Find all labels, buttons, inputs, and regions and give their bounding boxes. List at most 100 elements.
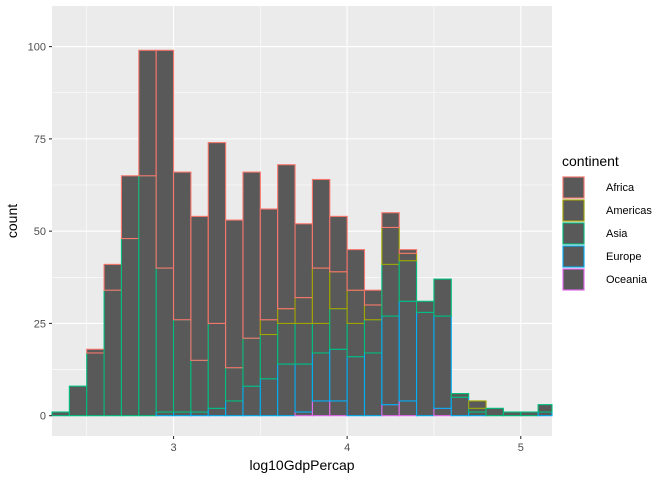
legend-label: Americas	[606, 205, 652, 217]
bar-europe	[398, 300, 418, 402]
bar-asia	[450, 393, 470, 398]
bar-asia	[468, 407, 487, 413]
bar-africa	[155, 49, 175, 269]
bar-asia	[277, 322, 296, 365]
y-tick-label: 0	[40, 411, 46, 423]
bar-asia	[120, 237, 140, 417]
bar-asia	[520, 411, 539, 417]
legend-key-swatch	[562, 199, 585, 222]
bar-oceania	[329, 400, 348, 417]
bar-europe	[259, 378, 279, 417]
bar-europe	[311, 352, 331, 402]
bar-europe	[433, 315, 452, 409]
bar-africa	[190, 215, 209, 361]
y-axis: 0 25 50 75 100	[28, 42, 52, 423]
bar-americas	[398, 252, 418, 262]
legend-item-africa: Africa	[562, 176, 635, 199]
bar-africa	[225, 219, 244, 369]
bar-africa	[103, 263, 122, 291]
legend-label: Asia	[606, 228, 628, 240]
legend-key-swatch	[562, 176, 585, 199]
bar-oceania	[398, 400, 418, 417]
bar-oceania	[381, 404, 400, 417]
bar-americas	[311, 267, 331, 324]
bar-europe	[207, 407, 227, 417]
x-axis: 3 4 5	[170, 436, 524, 454]
bar-oceania	[311, 400, 331, 417]
bar-asia	[433, 278, 452, 317]
bar-asia	[103, 289, 122, 417]
y-tick-label: 100	[28, 42, 46, 54]
legend-item-oceania: Oceania	[562, 268, 648, 291]
bar-africa	[398, 249, 418, 254]
bar-americas	[363, 304, 383, 321]
bar-africa	[381, 212, 400, 229]
bar-europe	[537, 411, 553, 417]
bar-asia	[138, 175, 157, 417]
legend: continent Africa Americas Asia Europe Oceani…	[562, 153, 652, 291]
y-tick-label: 75	[34, 134, 46, 146]
bar-americas	[346, 289, 366, 324]
bar-americas	[381, 226, 400, 265]
bar-europe	[468, 411, 487, 417]
bar-asia	[329, 308, 348, 350]
bar-europe	[155, 411, 175, 417]
x-tick-label: 4	[344, 442, 350, 454]
bar-europe	[172, 411, 192, 417]
bar-africa	[346, 249, 366, 291]
y-axis-title: count	[4, 204, 20, 238]
bar-africa	[172, 171, 192, 321]
bar-africa	[311, 178, 331, 269]
legend-key-swatch	[562, 245, 585, 268]
legend-key-swatch	[562, 268, 585, 291]
bar-asia	[311, 322, 331, 354]
legend-item-asia: Asia	[562, 222, 628, 245]
bar-africa	[363, 289, 383, 306]
bar-asia	[381, 263, 400, 317]
x-tick-label: 3	[170, 442, 176, 454]
legend-label: Africa	[606, 182, 635, 194]
bar-asia	[485, 407, 504, 417]
bar-europe	[190, 411, 209, 417]
bar-asia	[172, 319, 192, 413]
bar-europe	[346, 356, 366, 417]
bar-europe	[450, 396, 470, 417]
bar-asia	[416, 300, 435, 313]
bar-europe	[416, 311, 435, 417]
x-tick-label: 5	[518, 442, 524, 454]
bar-oceania	[433, 407, 452, 417]
bar-africa	[259, 208, 279, 321]
legend-title: continent	[562, 153, 619, 169]
bar-asia	[51, 411, 70, 417]
bar-americas	[259, 319, 279, 336]
bar-americas	[468, 400, 487, 409]
bar-europe	[363, 352, 383, 417]
bar-oceania	[294, 411, 313, 417]
bar-europe	[225, 400, 244, 417]
bar-africa	[329, 215, 348, 273]
bar-europe	[381, 315, 400, 406]
bar-asia	[155, 267, 175, 413]
legend-key-swatch	[562, 222, 585, 245]
bar-americas	[294, 297, 313, 324]
x-axis-title: log10GdpPercap	[249, 457, 354, 473]
bar-europe	[277, 363, 296, 417]
bar-asia	[346, 322, 366, 358]
bar-africa	[242, 171, 261, 339]
bar-europe	[329, 348, 348, 402]
bar-asia	[68, 385, 88, 417]
bar-asia	[537, 404, 553, 413]
bar-asia	[225, 367, 244, 402]
bar-europe	[294, 363, 313, 413]
bar-africa	[138, 49, 157, 177]
legend-item-americas: Americas	[562, 199, 652, 222]
bar-americas	[277, 308, 296, 324]
y-tick-label: 25	[34, 318, 46, 330]
bar-africa	[207, 142, 227, 324]
legend-item-europe: Europe	[562, 245, 641, 268]
bar-asia	[190, 359, 209, 413]
legend-label: Oceania	[606, 274, 648, 286]
bar-asia	[242, 337, 261, 387]
bar-africa	[86, 348, 105, 354]
